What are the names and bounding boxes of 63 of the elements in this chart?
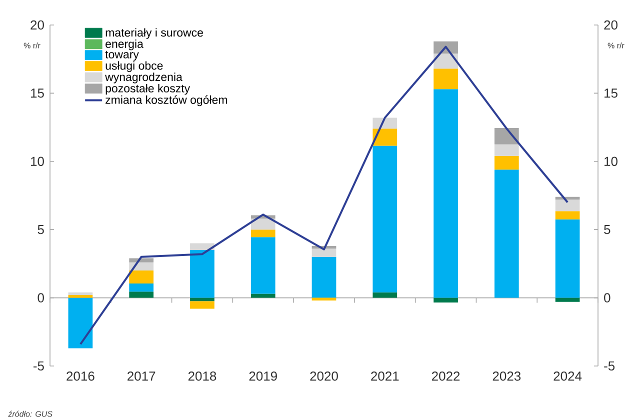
y-tick-label: 20 bbox=[30, 20, 44, 30]
x-tick-label: 2017 bbox=[128, 372, 156, 381]
legend-label: materiały i surowce bbox=[106, 28, 203, 39]
y-tick-label: 10 bbox=[31, 156, 44, 166]
bar bbox=[312, 248, 336, 257]
bar bbox=[434, 89, 458, 298]
x-tick-label: 2020 bbox=[310, 372, 338, 381]
y2-tick-label: -5 bbox=[604, 361, 615, 371]
legend-label: towary bbox=[105, 50, 139, 61]
legend-label: energia bbox=[106, 40, 144, 50]
y2-tick-label: 10 bbox=[604, 156, 618, 166]
bar bbox=[68, 292, 93, 296]
legend-label: pozostałe koszty bbox=[106, 84, 190, 95]
bar bbox=[372, 118, 398, 129]
bar bbox=[312, 298, 336, 301]
x-tick-label: 2016 bbox=[66, 372, 94, 381]
bar bbox=[372, 292, 398, 298]
bar bbox=[250, 218, 276, 230]
y-tick-label: 5 bbox=[38, 225, 44, 234]
y-tick-label: -5 bbox=[34, 361, 44, 371]
y-tick-label: 0 bbox=[38, 293, 44, 302]
bar bbox=[555, 219, 580, 298]
bar bbox=[68, 298, 93, 348]
bar bbox=[494, 128, 519, 144]
bar bbox=[372, 128, 398, 146]
bar bbox=[129, 292, 154, 298]
bar bbox=[372, 146, 398, 292]
bar bbox=[434, 68, 458, 90]
legend-label: wynagrodzenia bbox=[105, 72, 182, 84]
bar bbox=[434, 298, 458, 303]
y-tick-label: 15 bbox=[31, 88, 44, 98]
bar bbox=[250, 294, 276, 298]
bar bbox=[494, 156, 519, 170]
y-axis-title: % r/r bbox=[24, 42, 40, 48]
bar bbox=[494, 144, 519, 156]
bar bbox=[555, 298, 580, 302]
y2-tick-label: 15 bbox=[604, 88, 618, 98]
legend-label: zmiana kosztów ogółem bbox=[106, 95, 228, 106]
y2-axis-title: % r/r bbox=[608, 42, 624, 48]
y2-tick-label: 5 bbox=[604, 225, 610, 234]
bar bbox=[129, 270, 154, 284]
text: źródło: GUS bbox=[8, 410, 52, 417]
y2-tick-label: 20 bbox=[604, 20, 618, 30]
bar bbox=[250, 230, 276, 238]
x-tick-label: 2023 bbox=[492, 372, 521, 381]
x-tick-label: 2019 bbox=[249, 372, 277, 381]
x-tick-label: 2024 bbox=[554, 372, 582, 381]
bar bbox=[129, 283, 154, 292]
bar bbox=[190, 250, 214, 298]
x-tick-label: 2018 bbox=[188, 372, 216, 381]
bar bbox=[312, 256, 336, 298]
bar bbox=[190, 243, 214, 250]
x-tick-label: 2022 bbox=[432, 372, 460, 381]
bar bbox=[68, 295, 93, 298]
bar bbox=[250, 237, 276, 294]
bar bbox=[555, 211, 580, 220]
bar bbox=[555, 200, 580, 212]
bar bbox=[190, 301, 214, 309]
legend-label: usługi obce bbox=[106, 61, 163, 72]
y2-tick-label: 0 bbox=[604, 293, 610, 302]
bar bbox=[129, 258, 154, 262]
x-tick-label: 2021 bbox=[371, 372, 399, 381]
bar bbox=[494, 170, 519, 298]
